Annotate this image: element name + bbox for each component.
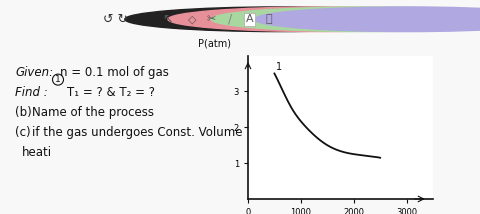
Text: ↺ ↻: ↺ ↻ [103, 13, 128, 26]
Text: n = 0.1 mol of gas: n = 0.1 mol of gas [60, 66, 169, 79]
Text: Find :: Find : [15, 86, 48, 99]
Text: 1: 1 [276, 62, 282, 72]
Text: (b): (b) [15, 106, 32, 119]
Text: ◇: ◇ [188, 14, 196, 24]
Text: Given:: Given: [15, 66, 53, 79]
Circle shape [254, 7, 480, 32]
Text: heati: heati [22, 146, 52, 159]
Text: (c): (c) [15, 126, 31, 139]
Text: if the gas undergoes Const. Volume: if the gas undergoes Const. Volume [32, 126, 242, 139]
Text: 1: 1 [55, 75, 61, 84]
Text: ✂: ✂ [206, 14, 216, 24]
Text: T₁ = ? & T₂ = ?: T₁ = ? & T₂ = ? [67, 86, 155, 99]
Text: /: / [228, 13, 232, 26]
Y-axis label: P(atm): P(atm) [198, 38, 231, 48]
Text: A: A [246, 14, 253, 24]
Text: 🖼: 🖼 [265, 14, 272, 24]
Circle shape [125, 7, 432, 32]
Circle shape [211, 7, 480, 32]
Text: ↖: ↖ [163, 13, 173, 26]
Text: Name of the process: Name of the process [32, 106, 154, 119]
Circle shape [168, 7, 475, 32]
